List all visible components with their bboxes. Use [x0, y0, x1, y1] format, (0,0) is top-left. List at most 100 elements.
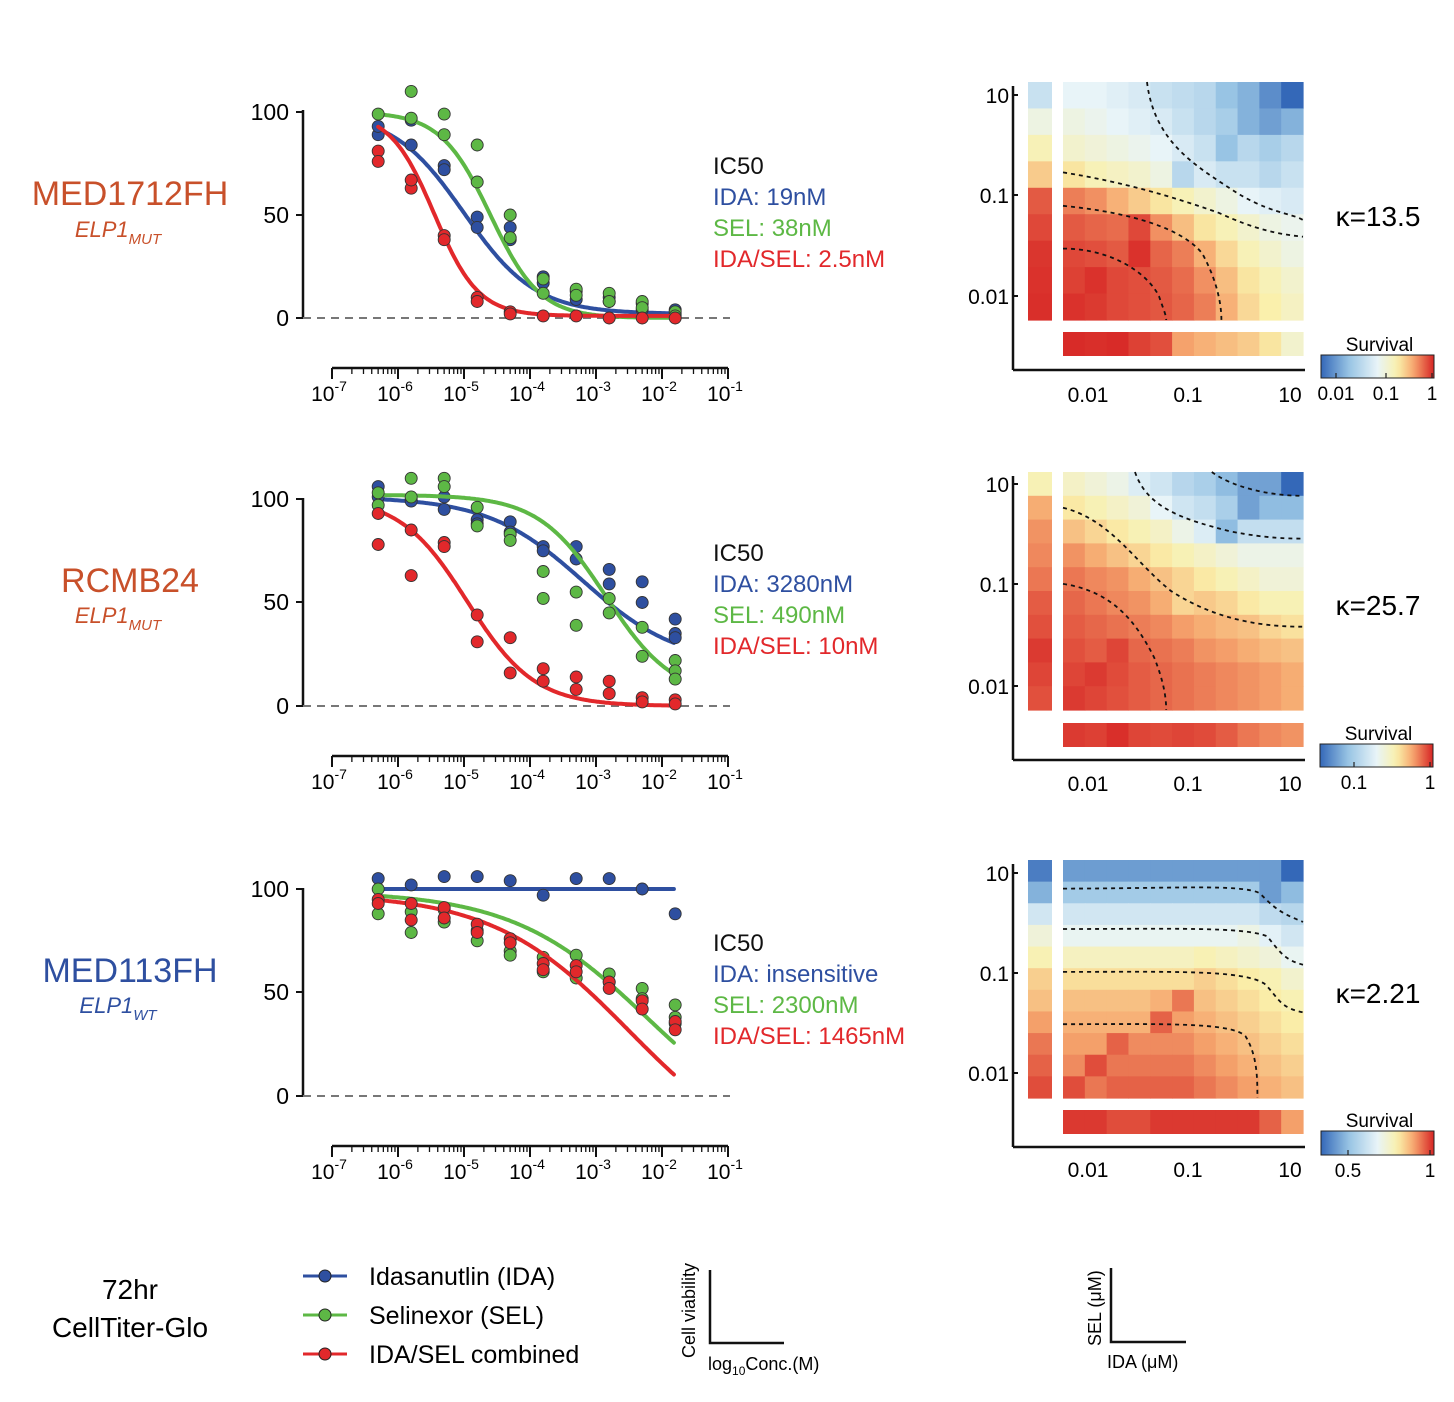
x-tick-label: 10-5: [443, 1156, 479, 1184]
sel-alone-cell: [1028, 187, 1052, 215]
ida-alone-cell: [1215, 332, 1239, 356]
heat-cell: [1084, 1076, 1108, 1099]
sel-alone-cell: [1028, 495, 1052, 521]
heat-cell: [1128, 1054, 1151, 1077]
heat-cell: [1150, 1076, 1173, 1099]
y-tick-label: 50: [263, 979, 289, 1005]
heat-cell: [1150, 519, 1173, 544]
heat-cell: [1128, 989, 1151, 1013]
heat-cell: [1106, 161, 1130, 189]
ida-alone-cell: [1150, 723, 1173, 747]
heat-cell: [1259, 267, 1282, 295]
heat-cell: [1063, 82, 1086, 110]
heat-cell: [1172, 293, 1195, 321]
heat-cell: [1063, 472, 1086, 497]
bottom-legend: 72hr CellTiter-Glo Idasanutlin (IDA) Sel…: [52, 1263, 1186, 1378]
data-point-sel: [602, 295, 616, 308]
heat-cell: [1106, 1033, 1130, 1056]
heat-cell: [1259, 1054, 1282, 1077]
heat-cell: [1128, 638, 1151, 663]
plot-area: [371, 471, 682, 711]
heat-cell: [1259, 989, 1282, 1013]
heat-cell: [1128, 519, 1151, 544]
heat-cell: [1281, 860, 1304, 883]
x-tick-label: 10-4: [509, 766, 545, 794]
heat-cell: [1063, 1033, 1086, 1056]
heat-cell: [1106, 1054, 1130, 1077]
heat-cell: [1063, 946, 1086, 969]
heat-cell: [1281, 1076, 1304, 1099]
heat-cell: [1172, 214, 1195, 242]
ida-alone-cell: [1172, 723, 1195, 747]
colorbar-tick-label: 1: [1427, 384, 1438, 405]
heat-cell: [1237, 946, 1260, 969]
legend-marker: [318, 1308, 332, 1322]
genotype-label-3: ELP1WT: [79, 993, 158, 1024]
heat-cell: [1193, 267, 1217, 295]
heat-cell: [1128, 662, 1151, 687]
heat-cell: [1193, 519, 1217, 544]
y-tick-label: 0: [276, 305, 289, 331]
ic50-annotation: IC50 IDA: 3280nM SEL: 490nM IDA/SEL: 10n…: [713, 540, 878, 660]
heat-cell: [1106, 267, 1130, 295]
sel-alone-cell: [1028, 240, 1052, 268]
heat-cell: [1281, 240, 1304, 268]
data-point-combo: [470, 926, 484, 939]
heat-cell: [1084, 881, 1108, 904]
heat-cell: [1237, 1076, 1260, 1099]
heat-cell: [1106, 82, 1130, 110]
heat-cell: [1193, 108, 1217, 136]
sel-alone-cell: [1028, 1033, 1052, 1056]
x-tick-label: 10-4: [509, 1156, 545, 1184]
heat-cell: [1281, 903, 1304, 926]
data-point-sel: [404, 490, 418, 504]
dose-response-chart-3: 100 50 0 10-7 10-6 10-5 10-4 10-3 10-2 10-1 IC…: [251, 870, 905, 1184]
heat-cell: [1259, 108, 1282, 136]
ida-alone-cell: [1259, 723, 1282, 747]
ic50-combo: IDA/SEL: 2.5nM: [713, 246, 885, 273]
heat-cell: [1106, 881, 1130, 904]
heat-cell: [1259, 543, 1282, 568]
heat-cell: [1193, 187, 1217, 215]
y-tick-label: 0: [276, 1083, 289, 1109]
heat-cell: [1281, 591, 1304, 616]
heat-cell: [1281, 1033, 1304, 1056]
heat-cell: [1106, 686, 1130, 711]
heat-cell: [1150, 686, 1173, 711]
heat-cell: [1084, 946, 1108, 969]
heat-cell: [1172, 1011, 1195, 1034]
heat-cell: [1128, 472, 1151, 497]
heat-cell: [1150, 543, 1173, 568]
data-point-sel: [503, 533, 517, 547]
heat-cell: [1063, 881, 1086, 904]
data-point-sel: [536, 272, 550, 286]
heat-cell: [1172, 567, 1195, 592]
heat-cell: [1084, 968, 1108, 991]
colorbar-tick-label: 0.01: [1318, 384, 1355, 405]
data-point-ida: [470, 220, 484, 234]
fit-curve-combo: [376, 508, 676, 708]
sel-alone-cell: [1028, 860, 1052, 883]
heat-cell: [1084, 543, 1108, 568]
heat-cell: [1259, 134, 1282, 162]
data-point-ida: [668, 907, 682, 921]
x-tick-label: 10-7: [311, 378, 347, 406]
heat-cell: [1150, 638, 1173, 663]
heat-cell: [1150, 267, 1173, 295]
isobole-contour: [1062, 970, 1304, 1014]
heat-cell: [1215, 614, 1239, 640]
x-tick-label: 10-3: [575, 766, 611, 794]
heat-cell: [1106, 1076, 1130, 1099]
heat-cell: [1259, 591, 1282, 616]
cell-line-label-2: RCMB24: [61, 562, 199, 600]
heat-cell: [1281, 946, 1304, 969]
y-tick-label: 50: [263, 589, 289, 615]
colorbar: [1319, 743, 1434, 768]
heat-cell: [1281, 543, 1304, 568]
x-tick-label: 10-5: [443, 378, 479, 406]
data-point-sel: [437, 128, 451, 142]
data-point-combo: [635, 311, 649, 325]
heat-cell: [1106, 214, 1130, 242]
ida-alone-cell: [1084, 723, 1108, 747]
sel-alone-cell: [1028, 662, 1052, 687]
